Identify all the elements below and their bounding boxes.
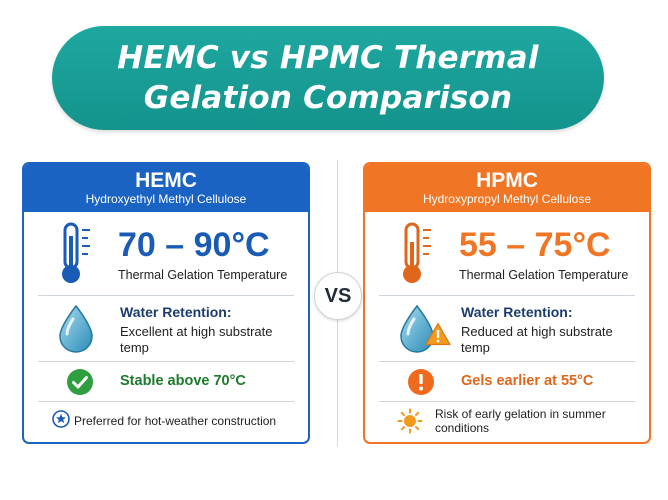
hpmc-header: HPMC Hydroxypropyl Methyl Cellulose xyxy=(365,164,649,212)
water-drop-icon xyxy=(400,304,434,353)
alert-circle-icon xyxy=(408,369,434,395)
hemc-water-title: Water Retention: xyxy=(120,304,232,320)
hemc-header: HEMC Hydroxyethyl Methyl Cellulose xyxy=(24,164,308,212)
title-line-2: Gelation Comparison xyxy=(143,80,513,116)
hpmc-water-desc: Reduced at high substrate temp xyxy=(461,324,613,355)
thermometer-icon xyxy=(62,222,90,283)
hpmc-status: Gels earlier at 55°C xyxy=(461,373,594,389)
hpmc-card: HPMC Hydroxypropyl Methyl Cellulose 55 –… xyxy=(363,162,651,444)
hemc-full-name: Hydroxyethyl Methyl Cellulose xyxy=(85,192,247,206)
hpmc-name: HPMC xyxy=(476,169,538,192)
hpmc-note: Risk of early gelation in summer conditi… xyxy=(435,407,606,435)
check-circle-icon xyxy=(67,369,93,395)
water-drop-icon xyxy=(59,304,93,353)
star-badge-icon xyxy=(52,410,70,428)
thermometer-icon xyxy=(403,222,431,283)
hemc-status-section: Stable above 70°C xyxy=(38,362,294,402)
hpmc-temp-label: Thermal Gelation Temperature xyxy=(459,268,629,282)
vs-badge: VS xyxy=(314,272,362,320)
hemc-name: HEMC xyxy=(135,169,197,192)
hemc-status: Stable above 70°C xyxy=(120,373,246,389)
hemc-temp-range: 70 – 90°C xyxy=(118,226,270,264)
hpmc-temp-range: 55 – 75°C xyxy=(459,226,611,264)
hpmc-temperature-section: 55 – 75°C Thermal Gelation Temperature xyxy=(379,212,635,296)
sun-icon xyxy=(397,408,423,434)
hpmc-full-name: Hydroxypropyl Methyl Cellulose xyxy=(422,192,592,206)
hemc-water-section: Water Retention: Excellent at high subst… xyxy=(38,296,294,362)
hpmc-status-section: Gels earlier at 55°C xyxy=(379,362,635,402)
hemc-card: HEMC Hydroxyethyl Methyl Cellulose 70 – … xyxy=(22,162,310,444)
warning-icon xyxy=(425,322,451,346)
hpmc-water-title: Water Retention: xyxy=(461,304,573,320)
hpmc-water-section: Water Retention: Reduced at high substra… xyxy=(379,296,635,362)
hemc-note: Preferred for hot-weather construction xyxy=(74,414,277,428)
hemc-water-desc: Excellent at high substrate temp xyxy=(120,324,273,355)
hemc-note-section: Preferred for hot-weather construction xyxy=(38,402,294,442)
title-line-1: HEMC vs HPMC Thermal xyxy=(117,40,539,76)
hemc-temp-label: Thermal Gelation Temperature xyxy=(118,268,288,282)
hemc-temperature-section: 70 – 90°C Thermal Gelation Temperature xyxy=(38,212,294,296)
title-banner: HEMC vs HPMC Thermal Gelation Comparison xyxy=(52,26,604,130)
hpmc-note-section: Risk of early gelation in summer conditi… xyxy=(379,402,635,442)
